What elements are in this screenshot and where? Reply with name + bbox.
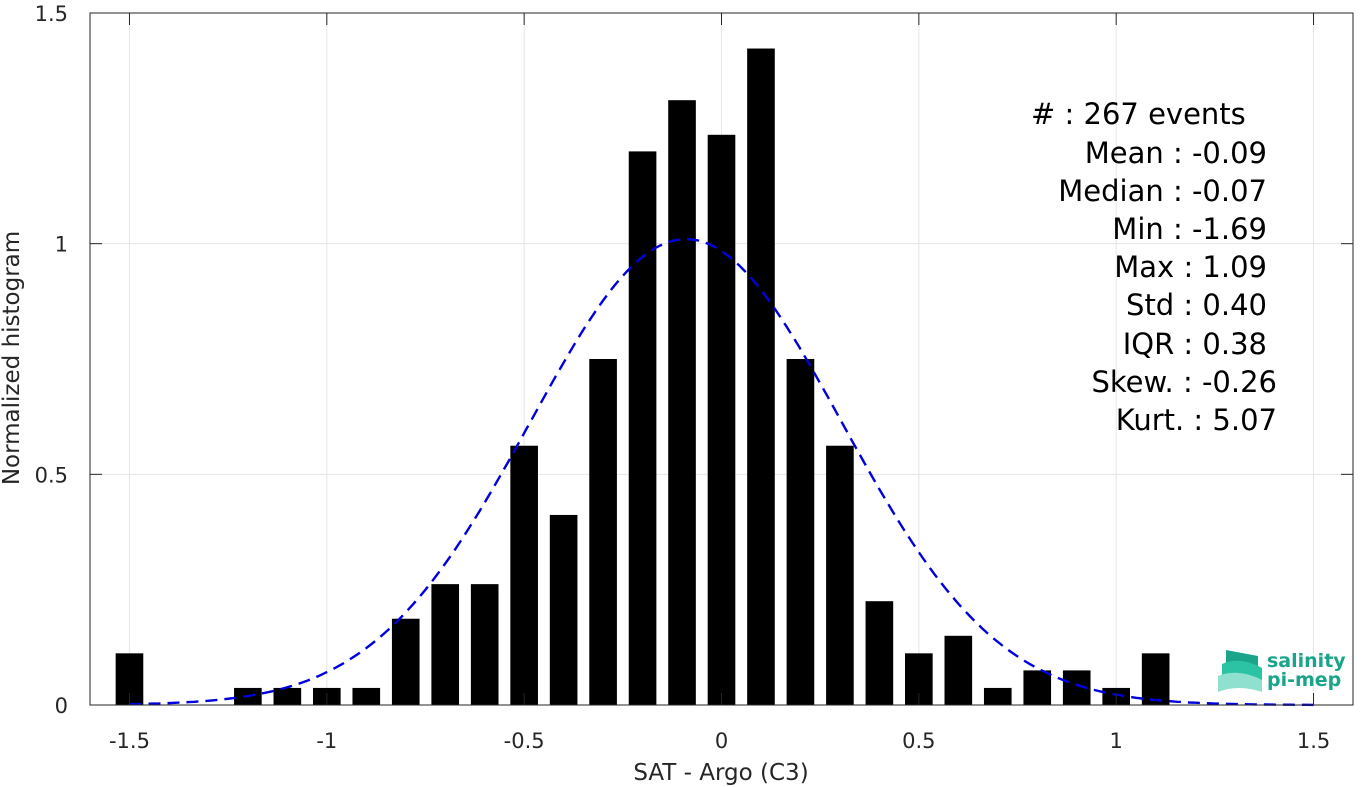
x-tick-label-4: 0.5 [902,729,935,753]
y-tick-label-2: 1 [55,233,68,257]
x-axis-label: SAT - Argo (C3) [633,760,808,786]
stat-min: Min : -1.69 [1112,212,1267,246]
histogram-bar-11 [628,151,657,705]
histogram-bar-24 [1141,653,1170,705]
stat-std: Std : 0.40 [1126,288,1267,322]
y-axis-label: Normalized histogram [0,231,25,485]
histogram-bar-14 [747,48,775,706]
histogram-bar-17 [865,601,894,705]
x-tick-label-0: -1.5 [109,729,150,753]
histogram-bar-19 [944,635,973,705]
y-tick-label-1: 0.5 [35,463,68,487]
histogram-bar-2 [273,687,302,705]
histogram-bar-13 [707,134,736,706]
histogram-bar-20 [983,687,1012,705]
stat-iqr: IQR : 0.38 [1123,327,1267,361]
histogram-bar-21 [1023,670,1052,705]
histogram-bar-10 [589,359,617,705]
x-tick-label-2: -0.5 [504,729,545,753]
stat-skew: Skew. : -0.26 [1091,365,1277,399]
stat-events: # : 267 events [1031,97,1246,131]
y-tick-label-0: 0 [55,694,68,718]
stat-median: Median : -0.07 [1058,174,1267,208]
histogram-bar-7 [470,584,499,705]
histogram-bar-16 [826,445,854,705]
y-tick-label-3: 1.5 [35,2,68,26]
histogram-bar-9 [549,514,578,705]
x-tick-label-1: -1 [316,729,337,753]
logo-line-1: salinity [1267,650,1346,672]
histogram-bar-12 [668,100,696,705]
histogram-bar-4 [352,687,381,705]
statistics-box: # : 267 events Mean : -0.09 Median : -0.… [1031,97,1277,437]
histogram-bar-5 [391,618,420,705]
axis-ticks [90,12,1353,706]
y-tick-labels: 0 0.5 1 1.5 [35,2,68,718]
logo-line-2: pi-mep [1267,669,1341,691]
logo-waves-icon [1218,650,1262,692]
x-tick-label-6: 1.5 [1297,729,1330,753]
stat-kurt: Kurt. : 5.07 [1116,403,1277,437]
x-tick-label-3: 0 [715,729,728,753]
histogram-bar-6 [431,584,460,705]
salinity-pimep-logo: salinity pi-mep [1218,650,1346,692]
histogram-bars [115,48,1170,706]
x-tick-labels: -1.5 -1 -0.5 0 0.5 1 1.5 [109,729,1330,753]
histogram-bar-8 [510,445,538,705]
stat-mean: Mean : -0.09 [1085,136,1267,170]
histogram-bar-15 [786,359,815,705]
x-tick-label-5: 1 [1110,729,1123,753]
stat-max: Max : 1.09 [1114,250,1267,284]
